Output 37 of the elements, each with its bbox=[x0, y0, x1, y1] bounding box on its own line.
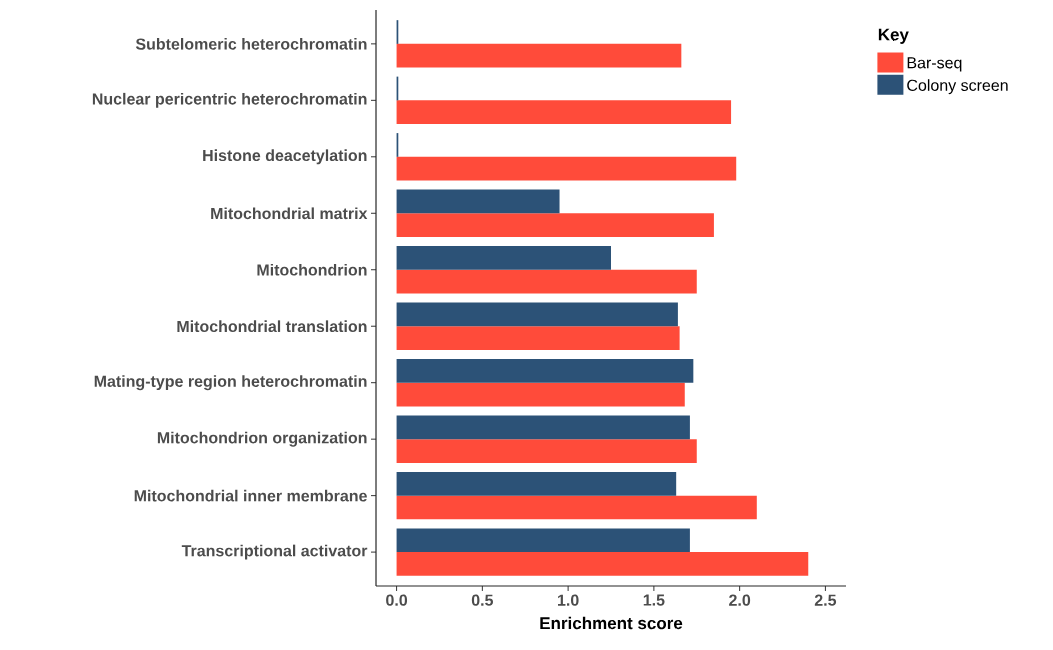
y-tick-label: Mitochondrial matrix bbox=[211, 207, 368, 220]
bar bbox=[396, 552, 809, 576]
bar bbox=[396, 471, 677, 496]
bar bbox=[396, 269, 697, 294]
y-tick-label: Histone deacetylation bbox=[203, 149, 367, 165]
y-tick-label: Mating-type region heterochromatin bbox=[94, 375, 367, 391]
y-tick-label: Mitochondrial inner membrane bbox=[134, 489, 367, 502]
x-tick-label: 2.5 bbox=[814, 594, 837, 606]
x-axis-title: Enrichment score bbox=[540, 616, 683, 630]
y-tick-label: Mitochondrion organization bbox=[157, 431, 367, 447]
y-tick-label: Subtelomeric heterochromatin bbox=[135, 37, 367, 50]
x-tick-label: 2.0 bbox=[729, 594, 751, 606]
bar bbox=[396, 382, 685, 407]
legend-label: Bar-seq bbox=[907, 57, 962, 72]
x-tick-label: 0.5 bbox=[471, 594, 494, 606]
bar bbox=[396, 246, 611, 270]
y-tick-label: Transcriptional activator bbox=[181, 544, 368, 560]
bar bbox=[396, 213, 714, 237]
y-tick-label: Nuclear pericentric heterochromatin bbox=[92, 92, 367, 108]
bar bbox=[396, 100, 732, 125]
bar bbox=[396, 495, 757, 520]
x-tick-label: 1.0 bbox=[558, 594, 579, 606]
bar bbox=[396, 439, 697, 463]
bar bbox=[396, 528, 690, 553]
bar bbox=[396, 156, 737, 181]
x-tick-label: 1.5 bbox=[643, 594, 665, 606]
bar bbox=[396, 326, 680, 350]
bar bbox=[396, 415, 690, 440]
legend-label: Colony screen bbox=[907, 79, 1008, 95]
bar bbox=[396, 43, 682, 68]
bar bbox=[396, 302, 678, 327]
bar bbox=[396, 189, 560, 214]
x-tick-label: 0.0 bbox=[386, 594, 408, 606]
legend-title: Key bbox=[878, 28, 909, 44]
y-tick-label: Mitochondrial translation bbox=[177, 320, 367, 333]
bar bbox=[396, 358, 694, 383]
y-tick-label: Mitochondrion bbox=[257, 263, 367, 276]
